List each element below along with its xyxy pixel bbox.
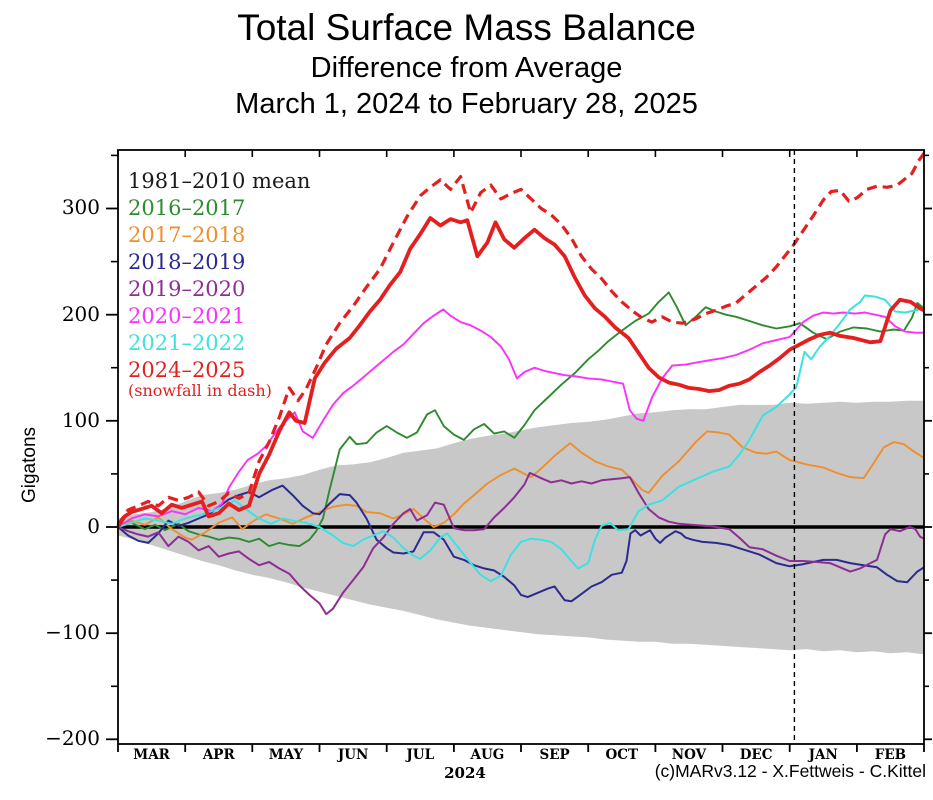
x-month-label: JAN <box>808 747 838 763</box>
x-month-label: MAR <box>133 747 170 763</box>
x-month-label: FEB <box>874 747 907 763</box>
legend: 1981–2010 mean 2016–2017 2017–2018 2018–201… <box>128 168 310 399</box>
x-month-label: AUG <box>470 747 505 763</box>
legend-note-snowfall: (snowfall in dash) <box>128 381 272 400</box>
series-line-smb-2017-2018 <box>117 430 925 541</box>
y-tick-label: −200 <box>45 726 100 751</box>
x-month-label: NOV <box>671 747 707 763</box>
title-block: Total Surface Mass Balance Difference fr… <box>0 6 933 122</box>
page-subtitle: Difference from Average <box>310 52 623 84</box>
x-month-label: JUN <box>337 747 369 763</box>
x-axis-year-label: 2024 <box>444 764 486 782</box>
page-title: Total Surface Mass Balance <box>237 7 696 48</box>
series-line-smb-2016-2017 <box>117 291 925 548</box>
x-month-label: SEP <box>539 747 570 763</box>
x-month-label: APR <box>202 747 235 763</box>
legend-entry-1981-2010-mean: 1981–2010 mean <box>128 169 311 193</box>
x-month-label: DEC <box>739 747 773 763</box>
legend-entry-2021-2022: 2021–2022 <box>128 331 246 355</box>
series-line-smb-2024-2025 <box>116 216 925 529</box>
y-tick-label: 300 <box>61 195 100 220</box>
series-line-smb-2019-2020 <box>117 471 925 616</box>
x-month-label: JUL <box>406 747 435 763</box>
legend-entry-2017-2018: 2017–2018 <box>128 223 246 247</box>
legend-entry-2019-2020: 2019–2020 <box>128 277 246 301</box>
legend-entry-2018-2019: 2018–2019 <box>128 250 246 274</box>
y-tick-label: −100 <box>45 620 100 645</box>
series-line-smb-2021-2022 <box>117 294 925 583</box>
y-tick-label: 100 <box>61 407 100 432</box>
attribution-credit: (c)MARv3.12 - X.Fettweis - C.Kittel <box>654 761 926 781</box>
legend-entry-2024-2025: 2024–2025 <box>128 358 246 382</box>
date-range: March 1, 2024 to February 28, 2025 <box>235 88 698 120</box>
x-month-label: MAY <box>268 747 304 763</box>
legend-entry-2020-2021: 2020–2021 <box>128 304 246 328</box>
x-month-label: OCT <box>605 747 639 763</box>
series-line-smb-2018-2019 <box>117 484 925 603</box>
legend-entry-2016-2017: 2016–2017 <box>128 196 246 220</box>
series-line-snowfall-2024-2025 <box>116 152 926 526</box>
y-axis-label: Gigatons <box>19 426 40 504</box>
y-tick-label: 200 <box>61 301 100 326</box>
y-tick-label: 0 <box>87 514 100 538</box>
